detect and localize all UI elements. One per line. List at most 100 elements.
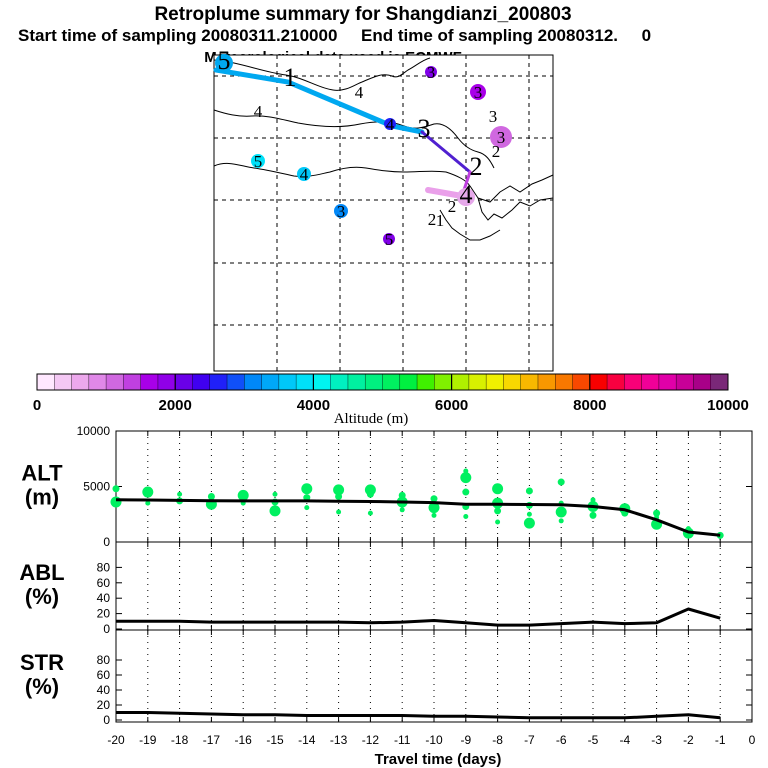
x-tick-label: 0 xyxy=(749,733,756,747)
colorbar-cell xyxy=(399,374,418,390)
colorbar-ticks: 0 2000 4000 6000 8000 10000 xyxy=(33,397,749,414)
plume-marker-dot xyxy=(297,167,311,181)
x-tick-label: -8 xyxy=(492,733,503,747)
plume-marker-dot xyxy=(425,66,437,78)
map-frame xyxy=(213,54,554,372)
colorbar-cell xyxy=(365,374,383,390)
x-tick-label: -15 xyxy=(266,733,284,747)
trajectory-day-label: 2 xyxy=(470,152,483,181)
y-tick-label: 0 xyxy=(103,622,110,636)
x-tick-label: -10 xyxy=(425,733,443,747)
trajectory-day-label: 3 xyxy=(418,114,431,143)
colorbar-tick-label: 4000 xyxy=(297,397,330,414)
series-line-abl xyxy=(116,607,721,627)
x-tick-label: -4 xyxy=(619,733,630,747)
colorbar-cell xyxy=(209,374,228,390)
scatter-point xyxy=(110,496,122,508)
y-tick-label: 20 xyxy=(97,607,111,621)
plume-marker-dot xyxy=(334,204,348,218)
series-line-alt xyxy=(115,498,721,537)
coastlines xyxy=(213,57,554,241)
scatter-point xyxy=(494,507,502,515)
x-tick-label: -14 xyxy=(298,733,316,747)
trajectory-day-label: 1 xyxy=(284,63,297,92)
y-tick-label: 60 xyxy=(97,576,111,590)
y-tick-label: 10000 xyxy=(77,424,111,438)
scatter-point xyxy=(237,489,249,501)
colorbar-cell xyxy=(140,374,159,390)
trajectory xyxy=(213,67,472,199)
scatter-point xyxy=(555,506,567,518)
colorbar-cell xyxy=(330,374,349,390)
colorbar-cell xyxy=(261,374,280,390)
scatter-point xyxy=(525,487,533,495)
scatter-point xyxy=(207,492,215,500)
scatter-point xyxy=(336,509,342,515)
x-tick-label: -18 xyxy=(171,733,189,747)
series-line-str xyxy=(116,711,721,720)
colorbar-cell xyxy=(192,374,211,390)
scatter-point xyxy=(301,483,313,495)
colorbar-cell xyxy=(296,374,314,390)
altitude-colorbar: 0 2000 4000 6000 8000 10000 Altitude (m) xyxy=(33,373,749,427)
colorbar-cell xyxy=(244,374,262,390)
colorbar-cell xyxy=(434,374,452,390)
plume-age-label: 1 xyxy=(436,211,445,230)
colorbar-tick-label: 8000 xyxy=(573,397,606,414)
plume-age-label: 4 xyxy=(300,165,309,184)
y-tick-label: 40 xyxy=(97,591,111,605)
colorbar-cell xyxy=(624,374,643,390)
colorbar-cell xyxy=(607,374,625,390)
y-tick-label: 60 xyxy=(97,668,111,682)
trajectory-early xyxy=(213,67,425,135)
x-tick-label: -1 xyxy=(715,733,726,747)
colorbar-cells xyxy=(37,374,729,390)
colorbar-cell xyxy=(313,374,332,390)
y-tick-label: 40 xyxy=(97,683,111,697)
y-axis-label: ALT xyxy=(21,461,63,486)
trajectory-final xyxy=(425,187,465,199)
scatter-point xyxy=(364,484,376,496)
colorbar-cell xyxy=(278,374,297,390)
y-tick-label: 0 xyxy=(103,713,110,727)
scatter-point xyxy=(428,502,440,514)
scatter-point xyxy=(492,483,504,495)
scatter-point xyxy=(557,478,565,486)
scatter-point xyxy=(495,519,501,525)
trajectory-marker-dot xyxy=(215,54,233,72)
y-tick-label: 20 xyxy=(97,698,111,712)
colorbar-tick-label: 2000 xyxy=(159,397,192,414)
scatter-point xyxy=(177,491,183,497)
plume-marker-dot xyxy=(384,118,396,130)
scatter-point xyxy=(558,518,564,524)
trajectory-day-label: 4 xyxy=(460,180,473,209)
colorbar-cell xyxy=(572,374,591,390)
colorbar-cell xyxy=(54,374,72,390)
plume-age-label: 4 xyxy=(254,102,263,121)
colorbar-cell xyxy=(486,374,504,390)
colorbar-cell xyxy=(157,374,176,390)
scatter-point xyxy=(523,517,535,529)
scatter-point xyxy=(367,510,373,516)
scatter-point xyxy=(463,513,469,519)
y-axis-label: ABL xyxy=(19,560,64,585)
scatter-point xyxy=(526,511,532,517)
trajectory-mid xyxy=(420,130,472,174)
scatter-point xyxy=(716,531,724,539)
plume-age-label: 3 xyxy=(337,202,346,221)
x-tick-label: -3 xyxy=(651,733,662,747)
trajectory-marker-dot xyxy=(457,188,475,206)
coastline xyxy=(439,209,501,241)
plume-age-label: 5 xyxy=(385,230,394,249)
colorbar-cell xyxy=(537,374,556,390)
x-tick-label: -12 xyxy=(362,733,380,747)
y-axis-label: (%) xyxy=(25,584,59,609)
x-tick-label: -2 xyxy=(683,733,694,747)
plume-age-label: 4 xyxy=(386,115,395,134)
colorbar-cell xyxy=(520,374,539,390)
